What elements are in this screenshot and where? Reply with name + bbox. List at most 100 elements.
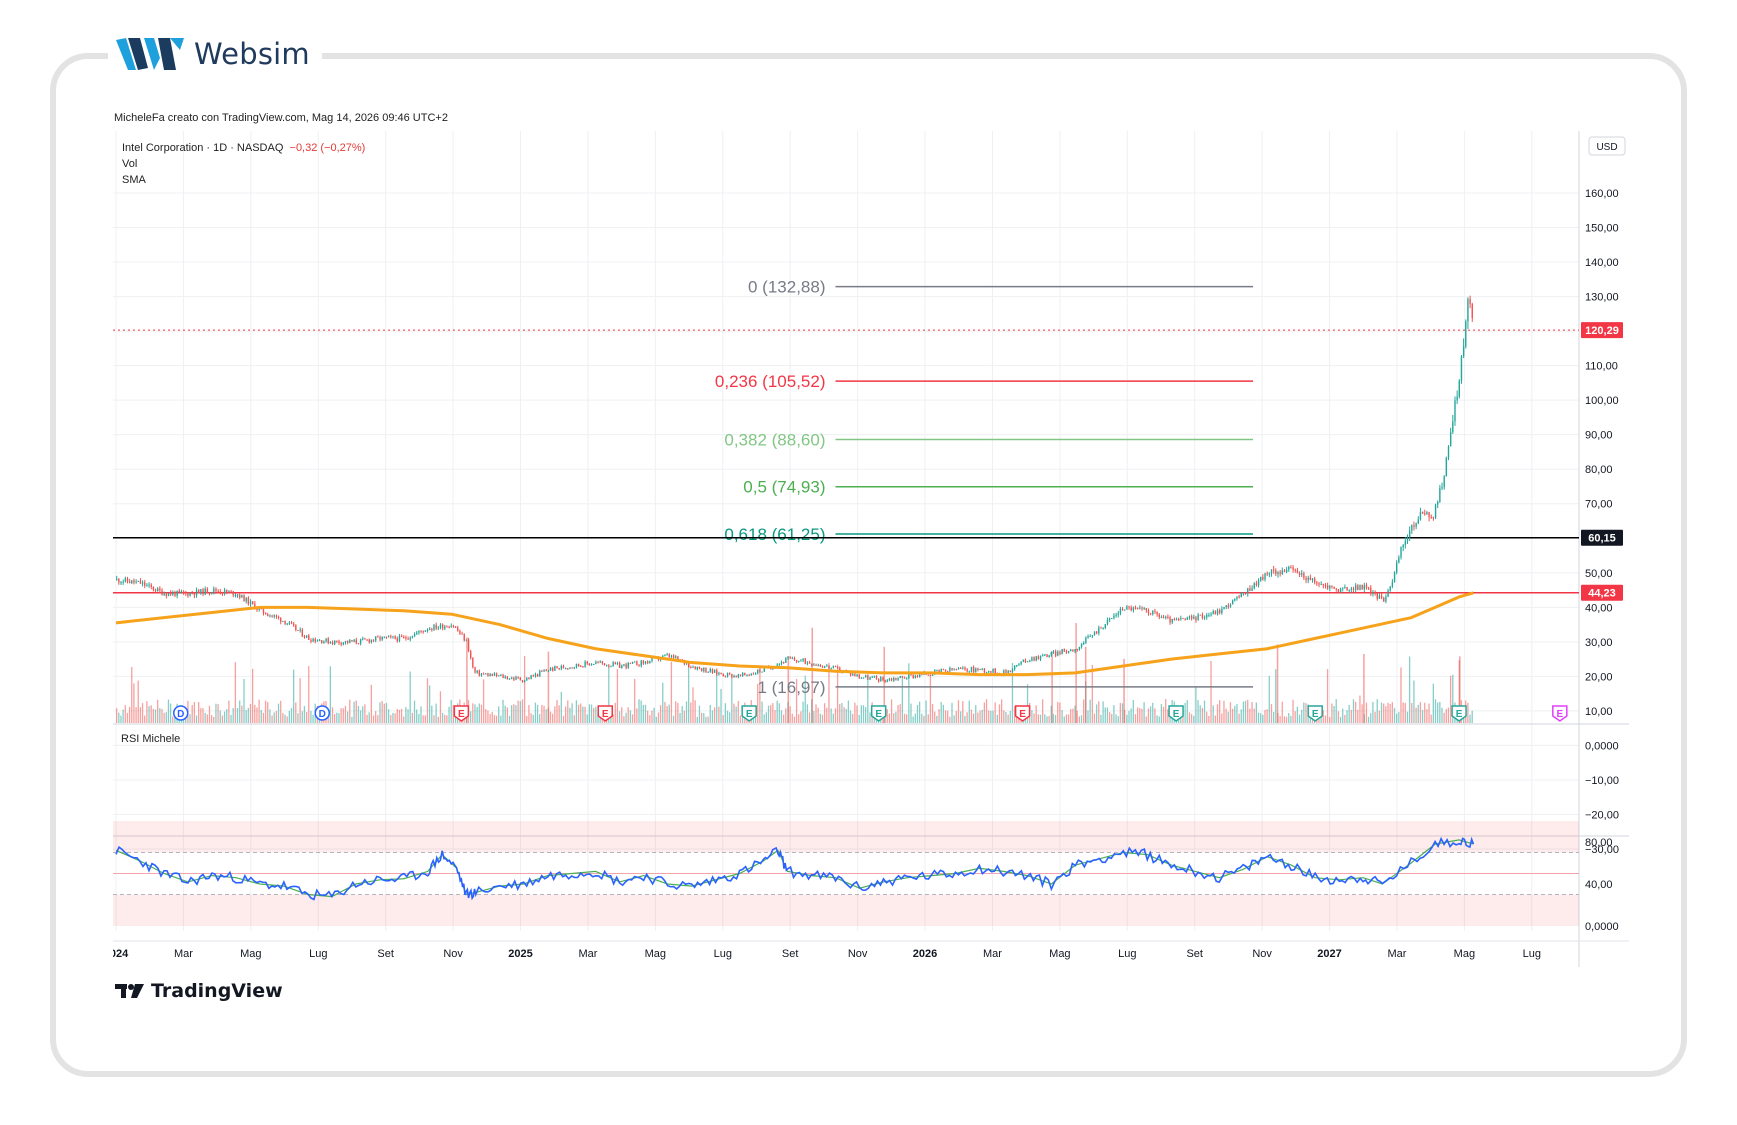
volume-bar [890, 699, 893, 723]
volume-bar [234, 662, 237, 723]
candle-body [273, 615, 275, 617]
volume-bar [955, 711, 957, 723]
volume-bar [968, 700, 970, 723]
candle-body [543, 670, 545, 672]
volume-bar [305, 712, 308, 723]
volume-bar [586, 714, 588, 723]
candle-body [1428, 512, 1430, 517]
volume-bar [770, 705, 772, 723]
tradingview-logo: TradingView [115, 980, 283, 1002]
candle-body [634, 661, 636, 663]
volume-bar [215, 703, 217, 723]
candle-body [711, 669, 714, 673]
candle-body [187, 593, 189, 596]
candle-body [1244, 592, 1247, 594]
volume-bar [1093, 713, 1096, 723]
volume-bar [979, 710, 981, 723]
volume-bar [914, 713, 916, 723]
price-chart[interactable]: 0 (132,88) 0,236 (105,52) 0,382 (88,60) 0,5… [113, 131, 1629, 967]
volume-spike [466, 637, 468, 723]
candle-body [1313, 578, 1316, 583]
candle-body [308, 635, 310, 640]
volume-bar [1197, 700, 1199, 723]
volume-bar [675, 701, 677, 723]
volume-bar [189, 714, 191, 723]
candle-body [189, 593, 191, 596]
time-axis-tick: Nov [443, 948, 463, 960]
volume-bar [1272, 711, 1275, 723]
volume-bar [1249, 708, 1251, 723]
volume-bar [739, 715, 742, 723]
volume-bar [1190, 714, 1193, 723]
volume-bar [277, 703, 280, 723]
candle-body [1003, 670, 1005, 675]
volume-bar [1370, 713, 1372, 723]
volume-bar [435, 703, 437, 723]
event-marker-label: D [319, 709, 326, 720]
volume-bar [631, 714, 634, 723]
volume-bar [627, 707, 629, 723]
volume-bar [903, 713, 906, 723]
price-axis-tick: 50,00 [1585, 568, 1613, 580]
candle-body [588, 663, 591, 666]
candle-body [159, 588, 161, 591]
volume-bar [398, 709, 401, 723]
candle-body [459, 630, 461, 634]
volume-bar [1264, 709, 1266, 723]
time-axis-tick: Mag [645, 948, 666, 960]
volume-bar [1421, 709, 1424, 723]
candle-body [895, 678, 897, 680]
volume-bar [839, 704, 841, 723]
candle-body [491, 674, 493, 676]
candle-body [1188, 616, 1191, 618]
candle-body [169, 593, 172, 595]
candle-body [1365, 585, 1368, 588]
candle-body [539, 670, 541, 677]
candle-body [161, 590, 163, 595]
candle-body [1339, 588, 1342, 593]
fib-label: 0 (132,88) [748, 278, 826, 297]
candle-body [1197, 614, 1199, 621]
volume-bar [1344, 714, 1346, 723]
volume-bar [906, 714, 908, 723]
volume-bar [821, 714, 824, 723]
volume-bar [776, 700, 778, 723]
candle-body [236, 594, 239, 596]
dividend-marker [173, 705, 189, 721]
volume-bar [897, 705, 899, 723]
earnings-marker [741, 705, 757, 722]
candle-body [1266, 573, 1268, 575]
candle-body [1083, 642, 1085, 644]
candle-body [571, 667, 573, 669]
volume-bar [521, 699, 524, 723]
volume-bar [608, 666, 610, 723]
candle-body [204, 588, 206, 595]
candle-body [718, 672, 720, 675]
candle-body [737, 674, 740, 678]
candle-body [1247, 588, 1249, 594]
candle-body [290, 622, 293, 624]
volume-bar [1359, 695, 1361, 723]
volume-bar [703, 713, 705, 723]
volume-bar [1290, 715, 1292, 723]
candle-body [191, 593, 193, 595]
candle-body [1251, 588, 1253, 591]
volume-bar [403, 716, 405, 723]
candle-body [1447, 446, 1450, 458]
candle-body [1199, 614, 1201, 616]
volume-bar [815, 704, 817, 723]
candle-body [1471, 304, 1473, 318]
volume-bar [513, 704, 515, 723]
candle-body [1011, 669, 1014, 672]
currency-badge [1588, 136, 1626, 156]
volume-bar [910, 703, 912, 723]
volume-bar [677, 702, 679, 723]
candle-body [856, 674, 858, 677]
candle-body [1316, 582, 1318, 584]
candle-body [541, 670, 543, 672]
candle-body [176, 590, 178, 596]
volume-bar [1063, 716, 1065, 723]
volume-bar [1083, 699, 1085, 723]
event-marker-label: E [746, 709, 753, 720]
volume-bar [1132, 699, 1134, 723]
